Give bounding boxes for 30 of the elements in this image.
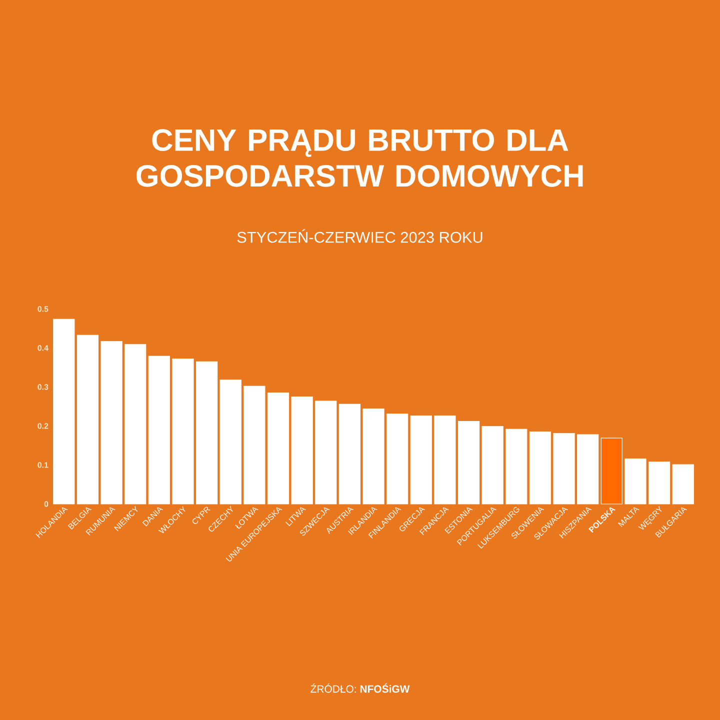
bar xyxy=(410,416,432,504)
bar xyxy=(506,428,528,504)
text: ŹRÓDŁO: NFOŚiGW xyxy=(310,683,410,693)
bar xyxy=(338,404,360,504)
bar xyxy=(458,421,480,504)
bar xyxy=(362,408,384,504)
bar xyxy=(172,358,194,504)
bar xyxy=(267,392,290,504)
bar xyxy=(553,433,575,504)
bar xyxy=(315,400,337,504)
bar xyxy=(53,318,75,504)
bar xyxy=(100,341,122,504)
bar xyxy=(148,356,170,504)
bar xyxy=(124,344,146,504)
bar xyxy=(291,396,313,504)
bar xyxy=(672,464,694,504)
bar xyxy=(244,386,266,504)
bar xyxy=(434,416,456,504)
bar xyxy=(624,458,646,504)
bar xyxy=(196,361,218,504)
chart-subtitle: STYCZEŃ-CZERWIEC 2023 ROKU xyxy=(237,229,482,243)
bar xyxy=(386,414,408,504)
bar xyxy=(482,426,504,504)
bar xyxy=(577,434,599,504)
bar xyxy=(648,462,670,504)
chart-title: CENY PRĄDU BRUTTO DLA GOSPODARSTW DOMOWYCH xyxy=(136,129,583,187)
bar xyxy=(220,380,242,504)
bar xyxy=(76,334,99,504)
bar xyxy=(529,432,552,504)
bar xyxy=(600,438,622,504)
